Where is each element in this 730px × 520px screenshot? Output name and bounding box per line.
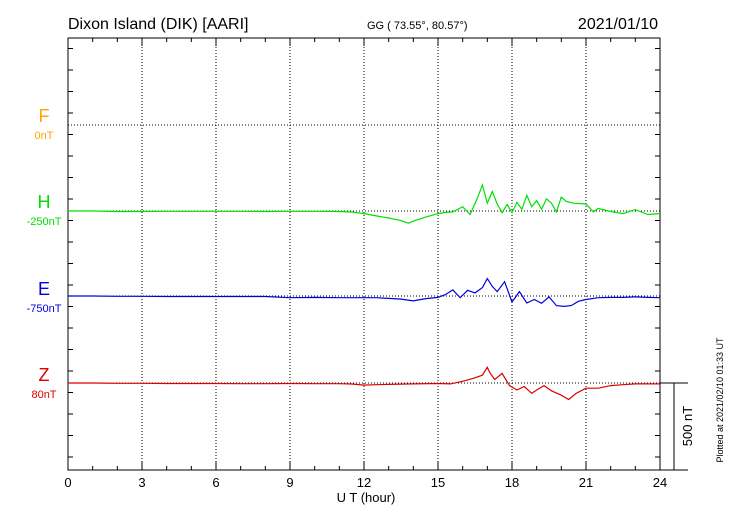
x-tick-label: 9 (286, 475, 293, 490)
grid-lines (68, 38, 660, 470)
axis-ticks (67, 38, 661, 470)
coordinates-label: GG ( 73.55°, 80.57°) (367, 20, 468, 32)
x-tick-labels: 0 3 6 9 12 15 18 21 24 (64, 475, 667, 490)
trace-z (68, 366, 660, 401)
x-tick-label: 24 (653, 475, 667, 490)
x-tick-label: 12 (357, 475, 371, 490)
component-baseline-e: -750nT (27, 303, 62, 315)
x-tick-label: 15 (431, 475, 445, 490)
component-name-f: F (39, 106, 50, 126)
x-tick-label: 18 (505, 475, 519, 490)
x-axis-label: U T (hour) (337, 490, 396, 505)
component-name-z: Z (39, 365, 50, 385)
traces (68, 182, 661, 401)
plotted-at-note: Plotted at 2021/02/10 01:33 UT (715, 337, 725, 463)
component-name-e: E (38, 279, 50, 299)
station-title: Dixon Island (DIK) [AARI] (68, 16, 249, 33)
component-baseline-z: 80nT (31, 389, 56, 401)
trace-h (68, 182, 661, 224)
component-labels: F 0nT H -250nT E -750nT Z 80nT (27, 106, 62, 401)
date-label: 2021/01/10 (578, 16, 658, 33)
x-tick-label: 3 (138, 475, 145, 490)
x-tick-label: 21 (579, 475, 593, 490)
component-baseline-f: 0nT (35, 130, 54, 142)
trace-e (68, 277, 661, 308)
scale-bar (660, 382, 688, 471)
x-tick-label: 6 (212, 475, 219, 490)
scale-bar-label: 500 nT (680, 406, 695, 447)
component-baseline-h: -250nT (27, 216, 62, 228)
component-name-h: H (38, 192, 51, 212)
x-tick-label: 0 (64, 475, 71, 490)
